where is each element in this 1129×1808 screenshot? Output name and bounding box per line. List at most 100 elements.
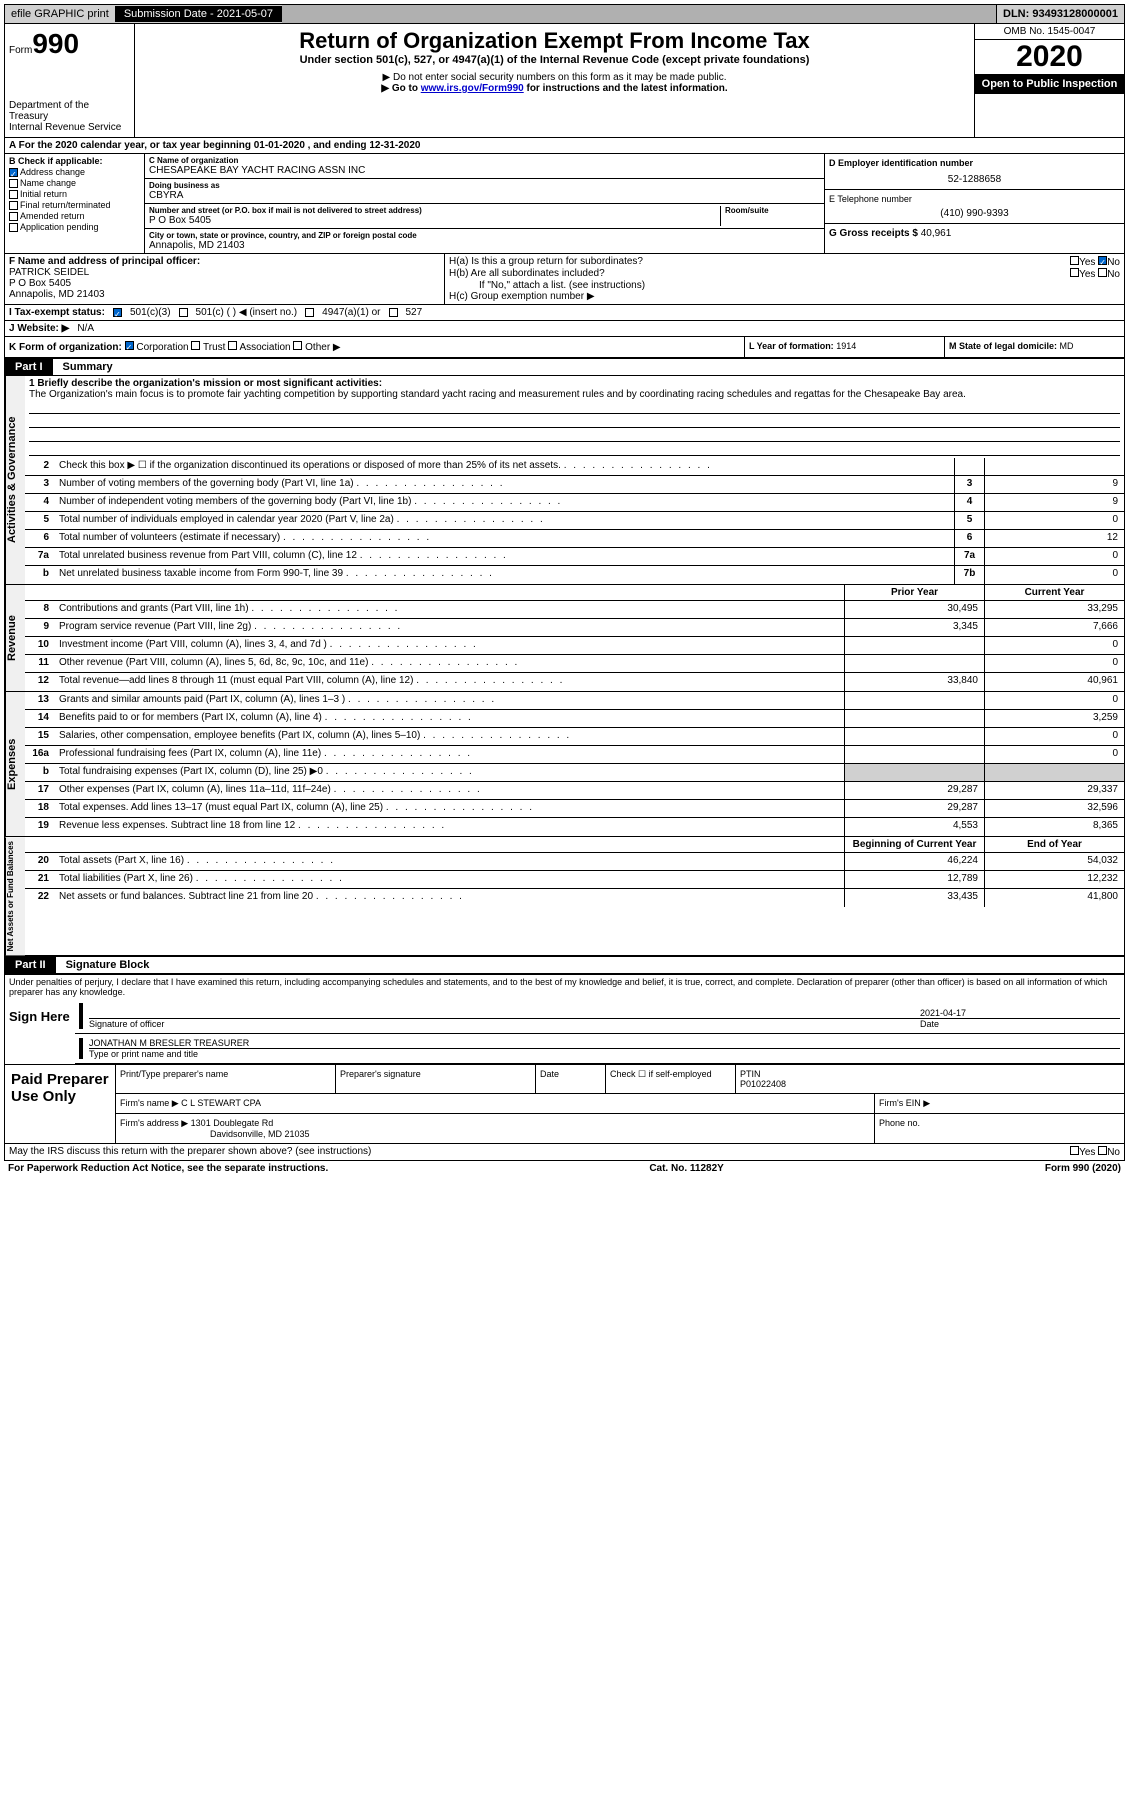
side-governance: Activities & Governance [5,376,25,584]
table-row: 15Salaries, other compensation, employee… [25,728,1124,746]
gross-label: G Gross receipts $ [829,228,918,239]
line-num: 3 [25,476,55,493]
checkbox-501c[interactable] [179,308,188,317]
line-val: 0 [984,512,1124,529]
line-val-py: 30,495 [844,601,984,618]
form-subtitle: Under section 501(c), 527, or 4947(a)(1)… [139,54,970,66]
topbar: efile GRAPHIC print Submission Date - 20… [4,4,1125,24]
line-val-cy: 0 [984,637,1124,654]
expenses-section: Expenses 13Grants and similar amounts pa… [4,692,1125,837]
checkbox-final-return[interactable] [9,201,18,210]
line-val: 12 [984,530,1124,547]
room-label: Room/suite [725,206,820,215]
ha-no: No [1107,257,1120,268]
trust-label: Trust [203,342,225,353]
checkbox-corp[interactable] [125,341,134,350]
table-row: 6Total number of volunteers (estimate if… [25,530,1124,548]
form990-link[interactable]: www.irs.gov/Form990 [421,83,524,94]
table-row: 12Total revenue—add lines 8 through 11 (… [25,673,1124,691]
line-desc: Total revenue—add lines 8 through 11 (mu… [55,673,844,691]
line-num: 13 [25,692,55,709]
line-val-py: 12,789 [844,871,984,888]
line-val-cy: 12,232 [984,871,1124,888]
line-desc: Contributions and grants (Part VIII, lin… [55,601,844,618]
line-val [984,458,1124,475]
sig-date-label: Date [920,1019,1120,1029]
firm-addr-label: Firm's address ▶ [120,1118,188,1128]
check-label-2: Initial return [20,189,67,199]
table-row: 7aTotal unrelated business revenue from … [25,548,1124,566]
line-val-py [844,637,984,654]
line-num: 12 [25,673,55,691]
row-i: I Tax-exempt status: 501(c)(3) 501(c) ( … [4,305,1125,321]
irs-label: Internal Revenue Service [9,122,130,133]
line-desc: Total liabilities (Part X, line 26) [55,871,844,888]
prep-sig-label: Preparer's signature [335,1065,535,1093]
officer-addr1: P O Box 5405 [9,278,440,289]
form-label: Form 990 (2020) [1045,1163,1121,1174]
tax-status-label: I Tax-exempt status: [9,307,105,318]
line-desc: Program service revenue (Part VIII, line… [55,619,844,636]
part2-header: Part II Signature Block [4,956,1125,974]
checkbox-trust[interactable] [191,341,200,350]
table-row: 11Other revenue (Part VIII, column (A), … [25,655,1124,673]
line-val-py: 33,840 [844,673,984,691]
checkbox-assoc[interactable] [228,341,237,350]
side-netassets: Net Assets or Fund Balances [5,837,25,955]
prep-date-label: Date [535,1065,605,1093]
line-val: 9 [984,494,1124,511]
table-row: bNet unrelated business taxable income f… [25,566,1124,584]
check-label-0: Address change [20,167,85,177]
website-value: N/A [77,323,94,334]
checkbox-527[interactable] [389,308,398,317]
form-org-label: K Form of organization: [9,342,122,353]
line-desc: Net unrelated business taxable income fr… [55,566,954,584]
hb-no-checkbox[interactable] [1098,268,1107,277]
discuss-label: May the IRS discuss this return with the… [9,1146,371,1158]
line-desc: Total number of volunteers (estimate if … [55,530,954,547]
part1-label: Part I [5,359,53,375]
table-row: 10Investment income (Part VIII, column (… [25,637,1124,655]
discuss-yes: Yes [1079,1147,1095,1158]
form-header: Form990 Department of the Treasury Inter… [4,24,1125,138]
table-row: 18Total expenses. Add lines 13–17 (must … [25,800,1124,818]
line-desc: Total fundraising expenses (Part IX, col… [55,764,844,781]
checkbox-501c3[interactable] [113,308,122,317]
checkbox-other[interactable] [293,341,302,350]
check-label-1: Name change [20,178,76,188]
table-row: 20Total assets (Part X, line 16) 46,2245… [25,853,1124,871]
table-row: bTotal fundraising expenses (Part IX, co… [25,764,1124,782]
line-num: 22 [25,889,55,907]
submission-date-button[interactable]: Submission Date - 2021-05-07 [116,6,282,22]
checkbox-app-pending[interactable] [9,223,18,232]
checkbox-address-change[interactable] [9,168,18,177]
checkbox-4947[interactable] [305,308,314,317]
prep-name-label: Print/Type preparer's name [115,1065,335,1093]
501c3-label: 501(c)(3) [130,307,171,318]
line-val-cy: 54,032 [984,853,1124,870]
discuss-no-checkbox[interactable] [1098,1146,1107,1155]
addr-label: Number and street (or P.O. box if mail i… [149,206,720,215]
prep-phone-label: Phone no. [874,1114,1124,1143]
table-row: 8Contributions and grants (Part VIII, li… [25,601,1124,619]
discuss-yes-checkbox[interactable] [1070,1146,1079,1155]
checkbox-amended[interactable] [9,212,18,221]
efile-label[interactable]: efile GRAPHIC print [5,6,116,22]
hb-note: If "No," attach a list. (see instruction… [449,280,1120,291]
line-val-py: 29,287 [844,782,984,799]
line-val-py [844,710,984,727]
preparer-title: Paid Preparer Use Only [5,1065,115,1143]
line-val-cy: 40,961 [984,673,1124,691]
dba-label: Doing business as [149,181,820,190]
ein-label: D Employer identification number [829,158,1120,168]
line-num: 14 [25,710,55,727]
col-current-year: Current Year [984,585,1124,600]
ha-yes-checkbox[interactable] [1070,256,1079,265]
ha-no-checkbox[interactable] [1098,256,1107,265]
domicile-label: M State of legal domicile: [949,341,1057,351]
table-row: 9Program service revenue (Part VIII, lin… [25,619,1124,637]
hb-yes-checkbox[interactable] [1070,268,1079,277]
checkbox-initial-return[interactable] [9,190,18,199]
table-row: 3Number of voting members of the governi… [25,476,1124,494]
checkbox-name-change[interactable] [9,179,18,188]
